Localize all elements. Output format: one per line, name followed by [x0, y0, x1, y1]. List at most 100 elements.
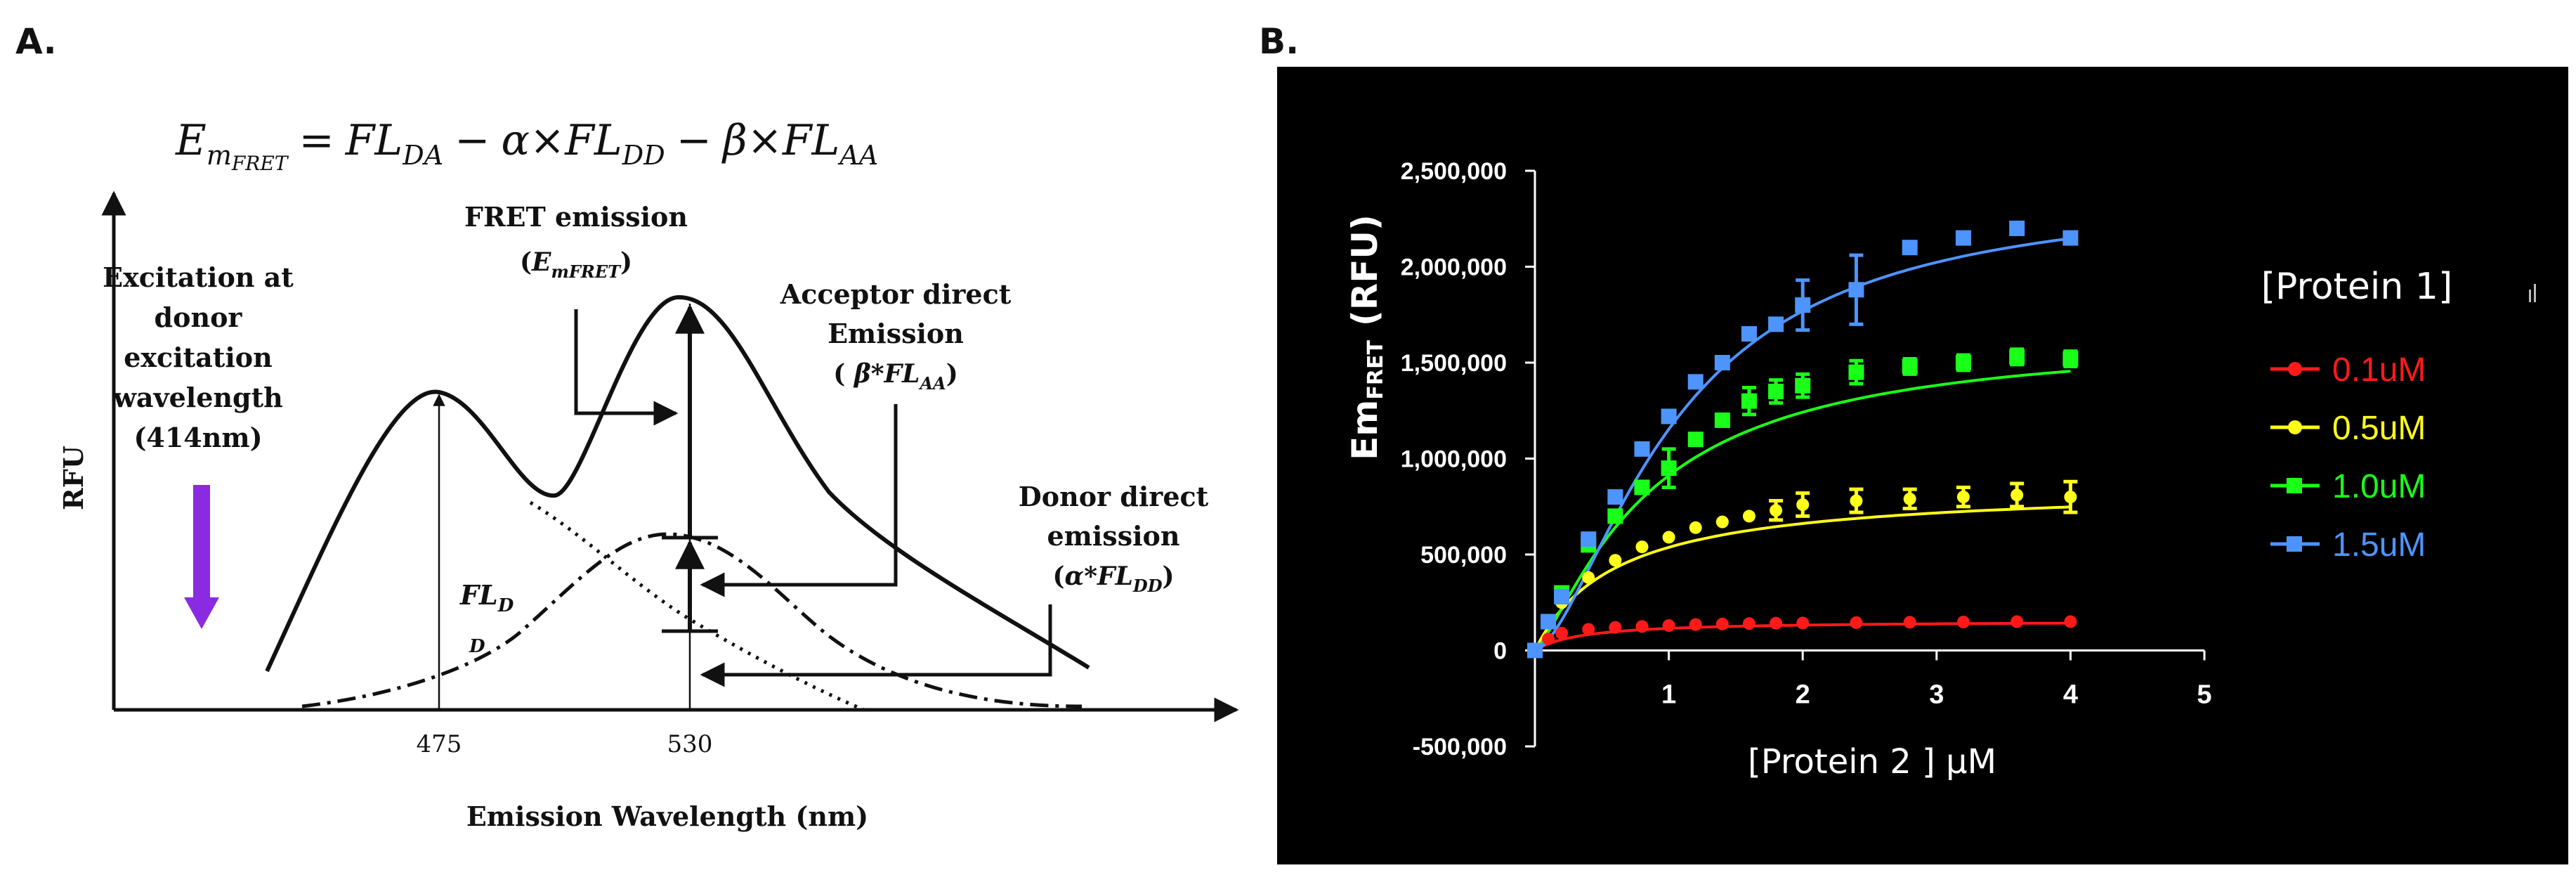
data-point-0.5uM [1956, 491, 1970, 504]
x-tick-label: 3 [1929, 680, 1944, 710]
fret-emission-symbol: (EmFRET) [520, 247, 632, 282]
excitation-arrow-icon [184, 485, 219, 629]
donor-pointer [700, 604, 1052, 687]
fret-emission-title: FRET emission [464, 201, 688, 233]
acceptor-line2: Emission [828, 318, 964, 349]
data-point-1.0uM [1902, 358, 1918, 375]
data-point-0.1uM [1796, 616, 1810, 630]
data-point-0.5uM [1689, 521, 1702, 534]
legend-marker-0.5uM [2288, 420, 2302, 434]
legend-title: [Protein 1] [2261, 266, 2452, 308]
data-point-1.5uM [1661, 408, 1677, 424]
fret-emission-curve [265, 294, 1090, 673]
acceptor-symbol: ( β*FLAA) [833, 359, 957, 394]
svg-text:(414nm): (414nm) [133, 422, 262, 453]
svg-text:Excitation at: Excitation at [103, 261, 294, 293]
x-axis-label-b: [Protein 2 ] μM [1748, 742, 1996, 782]
data-point-1.5uM [1554, 589, 1570, 605]
data-point-1.5uM [1581, 531, 1597, 547]
x-axis-label: Emission Wavelength (nm) [466, 801, 868, 832]
fret-schematic: EmFRET = FLDA − α×FLDD − β×FLAA RFU Emission W… [58, 116, 1239, 832]
data-point-0.5uM [1715, 515, 1729, 529]
data-point-1.5uM [1768, 316, 1784, 332]
y-tick-label: 1,500,000 [1401, 350, 1507, 377]
data-point-0.1uM [1609, 621, 1622, 634]
data-point-1.0uM [1661, 460, 1677, 477]
data-point-0.1uM [1662, 619, 1675, 633]
data-point-0.5uM [1903, 492, 1916, 505]
data-point-1.5uM [1848, 282, 1864, 298]
excitation-label: Excitation at donor excitation wavelengt… [103, 261, 294, 453]
donor-line2: emission [1047, 520, 1179, 552]
chart-points [1527, 220, 2079, 659]
fld-sub2: D [469, 636, 485, 657]
svg-text:donor: donor [155, 302, 243, 333]
data-point-0.1uM [2064, 615, 2077, 628]
donor-line1: Donor direct [1019, 481, 1209, 512]
y-tick-label: 2,000,000 [1401, 254, 1507, 281]
legend-label-0.1uM: 0.1uM [2332, 351, 2426, 389]
data-point-1.5uM [1634, 441, 1650, 457]
data-point-0.5uM [1635, 540, 1649, 554]
x-tick-label: 2 [1796, 680, 1810, 710]
data-point-1.5uM [2009, 220, 2025, 236]
fld-label: FLD [459, 579, 514, 616]
fret-pointer [574, 309, 679, 426]
legend-label-1.0uM: 1.0uM [2332, 468, 2426, 505]
legend-marker-0.1uM [2288, 362, 2302, 376]
legend-decor-bar [2534, 284, 2536, 302]
data-point-0.1uM [1689, 618, 1702, 631]
fret-equation: EmFRET = FLDA − α×FLDD − β×FLAA [175, 116, 878, 175]
legend-decor-bar [2529, 290, 2531, 302]
data-point-0.1uM [1635, 620, 1649, 633]
fit-line-0.5uM [1534, 505, 2071, 652]
legend-label-1.5uM: 1.5uM [2332, 526, 2426, 564]
data-point-0.5uM [1609, 554, 1622, 567]
x-tick-label: 1 [1661, 680, 1676, 710]
data-point-1.0uM [2062, 351, 2079, 367]
data-point-1.5uM [1902, 240, 1918, 256]
y-axis-label: RFU [58, 446, 89, 510]
legend-label-0.5uM: 0.5uM [2332, 410, 2426, 447]
data-point-0.1uM [1903, 616, 1916, 629]
data-point-1.5uM [1527, 642, 1543, 659]
data-point-1.0uM [1607, 508, 1623, 524]
svg-text:excitation: excitation [124, 342, 273, 373]
data-point-0.5uM [1582, 571, 1595, 584]
legend-marker-1.5uM [2287, 536, 2302, 552]
panel-a-label: A. [15, 21, 57, 62]
data-point-1.0uM [1741, 393, 1757, 409]
y-tick-label: 1,000,000 [1401, 446, 1507, 473]
data-point-1.0uM [1955, 355, 1971, 370]
chart-legend: 0.1uM 0.5uM 1.0uM 1.5uM [2270, 284, 2536, 564]
data-point-0.1uM [1715, 617, 1729, 630]
data-point-1.5uM [1541, 614, 1557, 630]
data-point-1.0uM [1848, 364, 1864, 380]
data-point-1.5uM [1687, 374, 1704, 390]
data-point-1.5uM [1955, 230, 1971, 246]
x-tick-label: 4 [2063, 680, 2078, 710]
data-point-0.1uM [1555, 626, 1569, 640]
data-point-1.0uM [1768, 383, 1784, 399]
data-point-1.0uM [1634, 479, 1650, 495]
acceptor-line1: Acceptor direct [780, 278, 1012, 310]
data-point-0.5uM [2064, 491, 2077, 504]
donor-symbol: (α*FLDD) [1052, 562, 1174, 596]
data-point-0.1uM [1582, 623, 1595, 636]
data-point-0.1uM [2011, 615, 2024, 628]
chart-tick-labels: -500,000 0 500,000 1,000,000 1,500,000 2,000,… [1401, 158, 2212, 760]
tick-475: 475 [417, 730, 462, 758]
data-point-1.5uM [1741, 326, 1757, 342]
data-point-1.5uM [2062, 230, 2079, 246]
y-axis-label-b: EmFRET(RFU) [1345, 214, 1388, 460]
panel-b-label: B. [1259, 21, 1300, 62]
data-point-1.0uM [2009, 349, 2025, 365]
data-point-1.0uM [1795, 377, 1811, 394]
acceptor-pointer [700, 404, 898, 597]
svg-text:wavelength: wavelength [112, 382, 283, 413]
data-point-1.0uM [1687, 432, 1704, 448]
y-tick-label: 0 [1493, 638, 1507, 665]
y-tick-label: -500,000 [1413, 734, 1507, 760]
data-point-0.5uM [1796, 498, 1810, 512]
